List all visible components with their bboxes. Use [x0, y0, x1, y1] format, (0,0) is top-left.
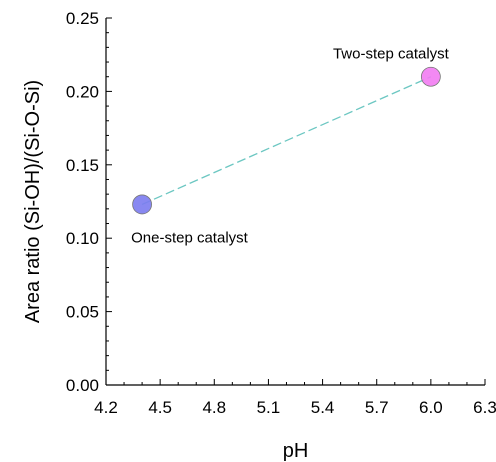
y-tick-label: 0.10 [66, 229, 99, 248]
x-tick-label: 6.0 [419, 398, 443, 417]
x-tick-label: 4.5 [148, 398, 172, 417]
y-tick-label: 0.15 [66, 156, 99, 175]
y-tick-label: 0.05 [66, 303, 99, 322]
x-tick-label: 4.8 [202, 398, 226, 417]
data-point [420, 66, 441, 87]
y-tick-label: 0.20 [66, 82, 99, 101]
y-tick-label: 0.00 [66, 376, 99, 395]
x-axis-title: pH [283, 440, 309, 462]
plot-area: 0.00 0.05 0.10 0.15 0.20 0.25 4.2 4.5 4.8 5.1 5.4 5… [22, 9, 496, 462]
trend-line [141, 76, 432, 206]
y-tick-label: 0.25 [66, 9, 99, 28]
x-tick-label: 5.1 [257, 398, 281, 417]
y-axis-title: Area ratio (Si-OH)/(Si-O-Si) [22, 80, 44, 323]
data-point [132, 194, 152, 215]
x-tick-label: 5.7 [365, 398, 389, 417]
x-tick-label: 6.3 [473, 398, 496, 417]
x-tick-label: 5.4 [311, 398, 335, 417]
point-annotation: Two-step catalyst [333, 46, 450, 63]
point-annotation: One-step catalyst [131, 229, 249, 246]
x-tick-label: 4.2 [94, 398, 118, 417]
